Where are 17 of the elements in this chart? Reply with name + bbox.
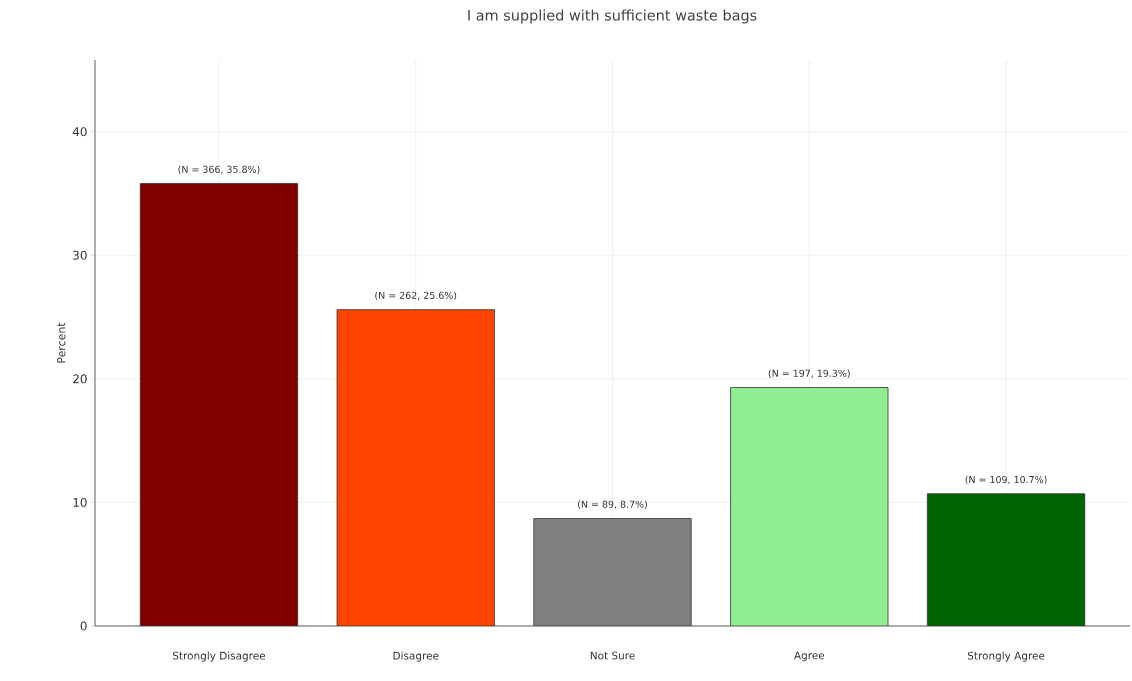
y-tick-label: 30 — [73, 250, 87, 260]
y-tick-label: 10 — [73, 497, 87, 507]
x-tick-label: Strongly Disagree — [173, 651, 266, 662]
x-tick-label: Strongly Agree — [967, 651, 1045, 662]
data-label: (N = 366, 35.8%) — [178, 165, 260, 175]
data-label: (N = 89, 8.7%) — [578, 500, 647, 509]
data-label: (N = 109, 10.7%) — [965, 475, 1047, 485]
y-tick-label: 40 — [72, 127, 87, 137]
x-tick-label: Agree — [794, 651, 825, 662]
x-tick-label: Disagree — [393, 651, 439, 662]
data-label: (N = 262, 25.6%) — [375, 291, 457, 301]
chart-title: I am supplied with sufficient waste bags — [468, 9, 757, 24]
data-label: (N = 197, 19.3%) — [768, 369, 850, 378]
y-tick-label: 0 — [80, 621, 87, 631]
y-tick-label: 20 — [73, 374, 87, 384]
y-axis-title: Percent — [57, 322, 66, 363]
x-tick-label: Not Sure — [590, 651, 635, 660]
